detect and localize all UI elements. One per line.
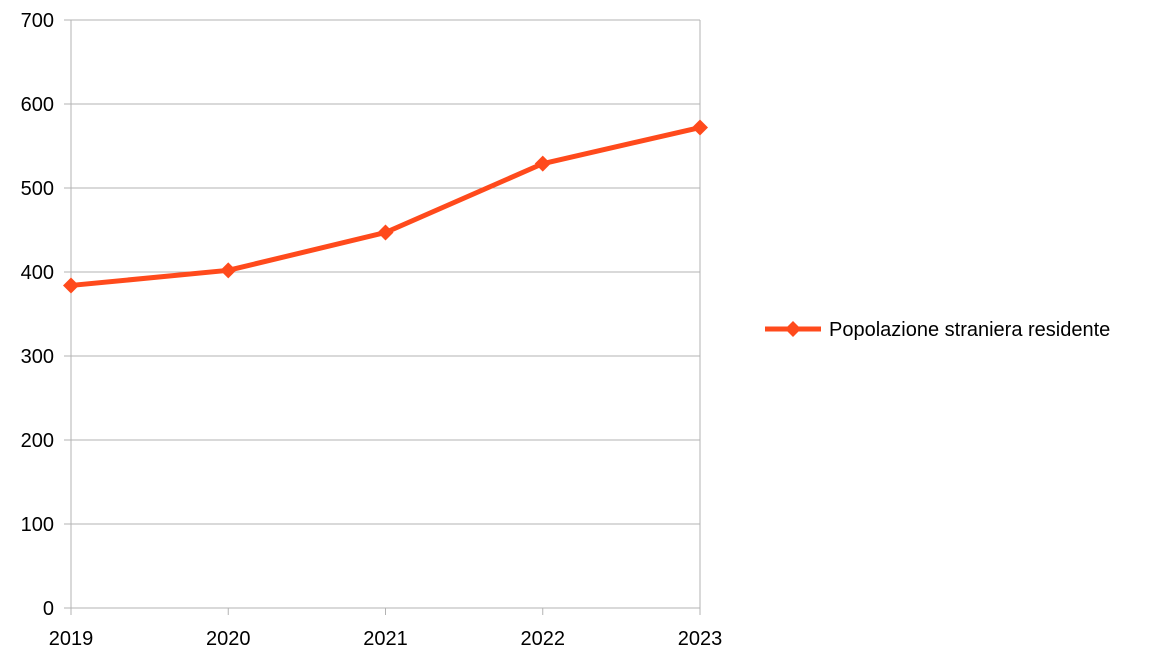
gridlines: [71, 19, 700, 609]
data-point-2020: [220, 262, 237, 279]
data-point-2019: [63, 277, 79, 294]
y-axis-ticks: 0 100 200 300 400 500 600 700: [21, 10, 71, 620]
y-tick-label: 700: [21, 10, 54, 32]
x-tick-label: 2021: [363, 628, 408, 650]
data-point-2021: [377, 224, 394, 241]
data-point-2023: [692, 119, 708, 136]
y-tick-label: 200: [21, 430, 54, 452]
x-tick-label: 2020: [206, 628, 251, 650]
x-tick-label: 2019: [49, 628, 94, 650]
y-tick-label: 600: [21, 94, 54, 116]
y-tick-label: 300: [21, 346, 54, 368]
series-line: [68, 125, 703, 288]
y-tick-label: 0: [43, 598, 54, 620]
legend: Popolazione straniera residente: [765, 319, 1110, 341]
data-point-2022: [534, 155, 551, 172]
legend-label: Popolazione straniera residente: [829, 319, 1110, 341]
series-group: [63, 119, 708, 294]
y-tick-label: 500: [21, 178, 54, 200]
x-axis-ticks: 2019 2020 2021 2022 2023: [49, 608, 723, 650]
x-tick-label: 2022: [521, 628, 566, 650]
y-tick-label: 400: [21, 262, 54, 284]
axes: [70, 20, 701, 615]
legend-marker-icon: [785, 321, 801, 337]
y-tick-label: 100: [21, 514, 54, 536]
x-tick-label: 2023: [678, 628, 723, 650]
